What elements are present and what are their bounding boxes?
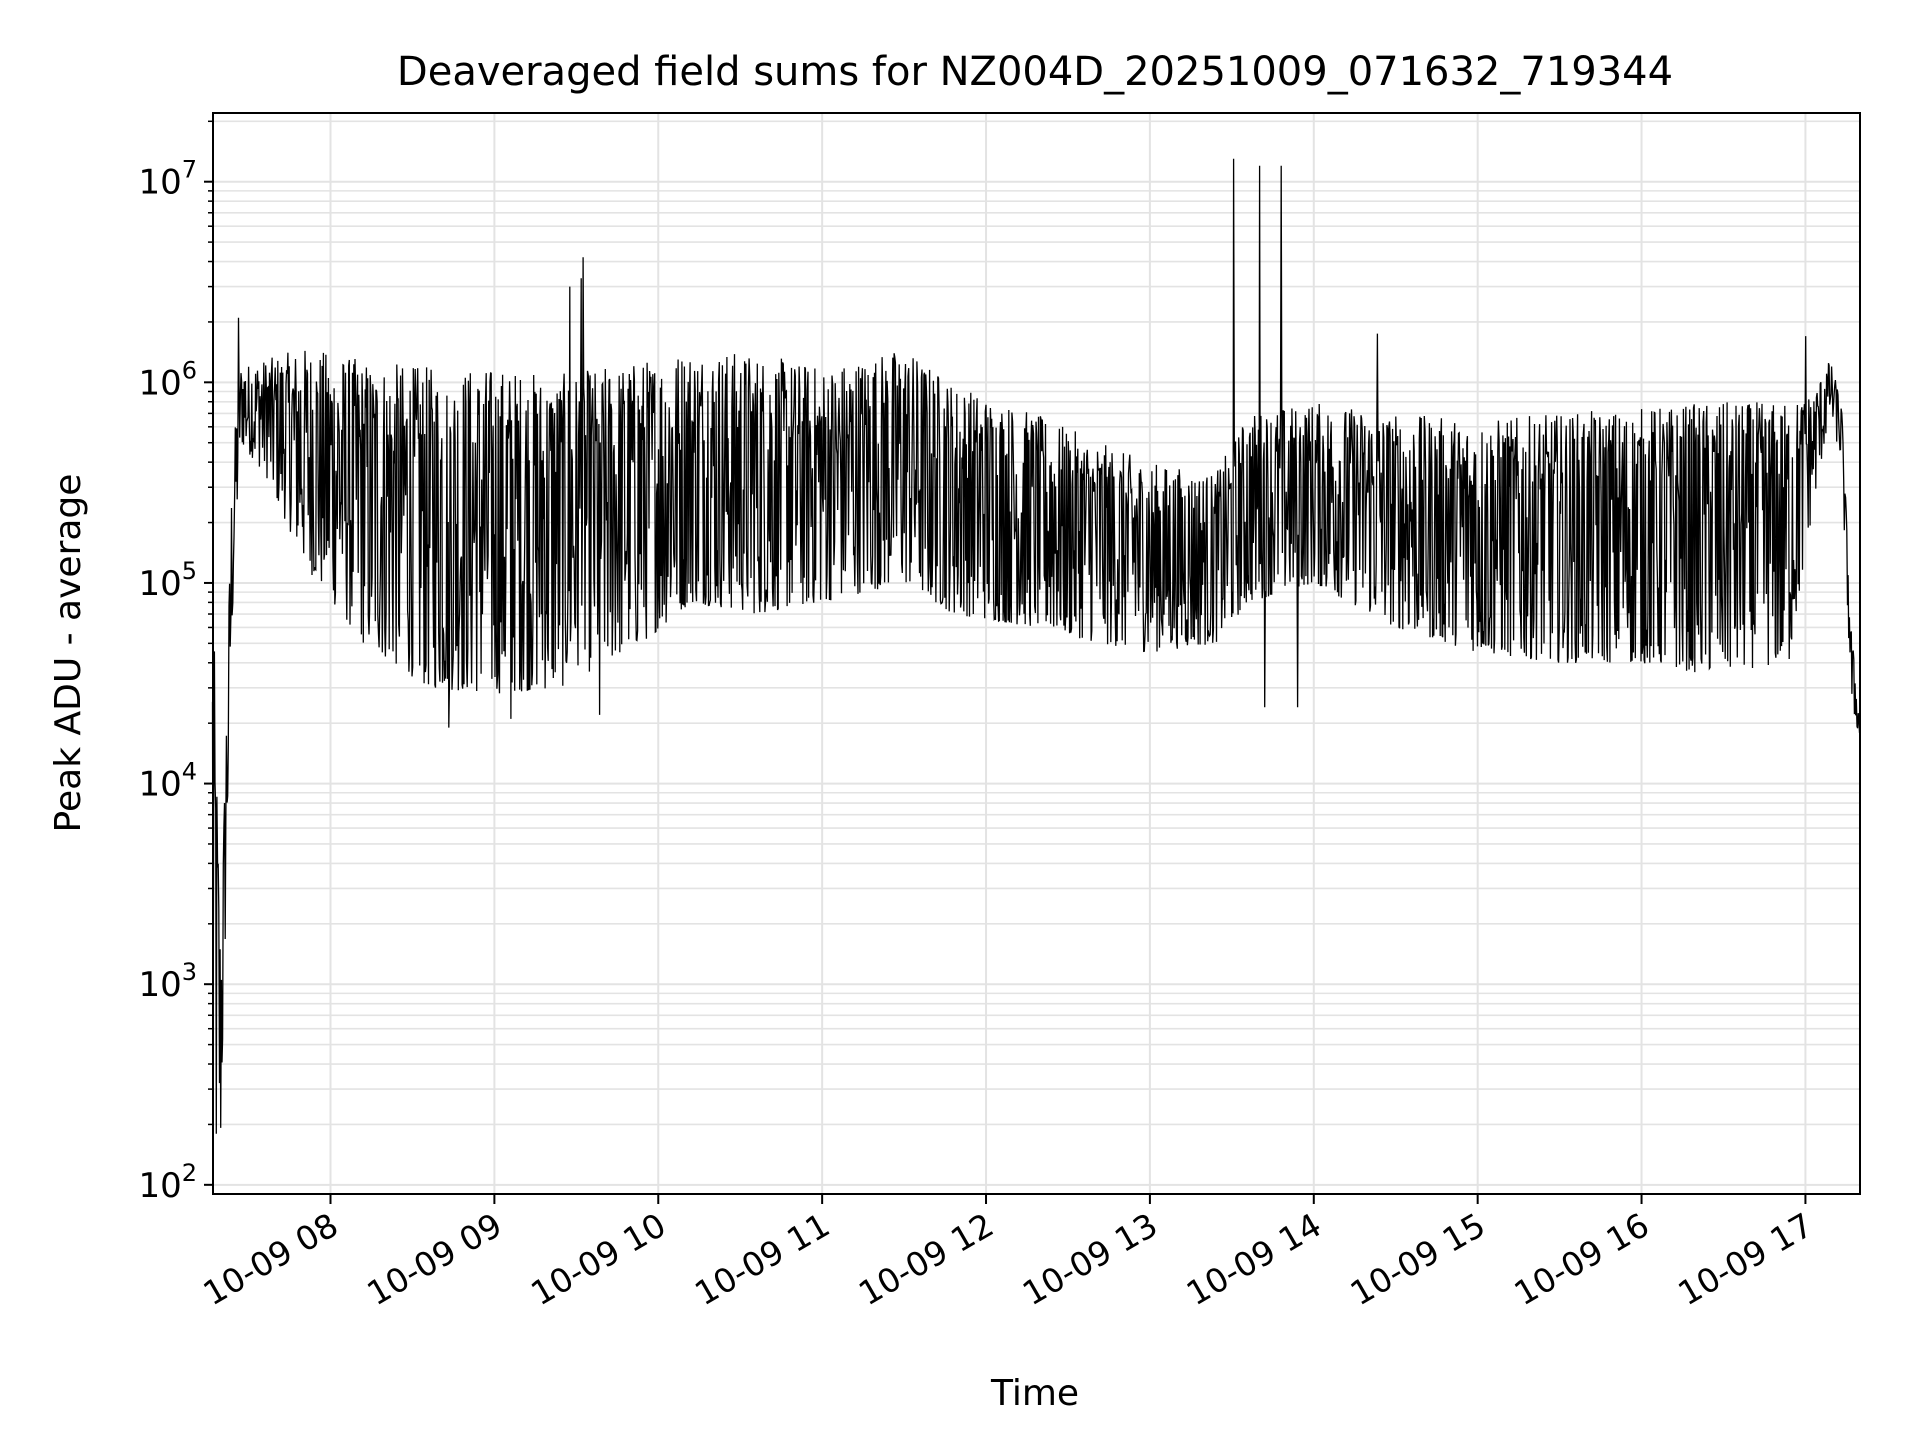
- y-axis-label: Peak ADU - average: [48, 474, 89, 833]
- x-axis-label: Time: [990, 1373, 1079, 1414]
- data-layer: [211, 158, 1861, 1134]
- y-tick-label: 105: [138, 557, 197, 604]
- y-tick-label: 107: [138, 156, 197, 203]
- plot-frame: [212, 112, 1861, 1195]
- grid-layer: [213, 113, 1860, 1194]
- chart-title: Deaveraged field sums for NZ004D_2025100…: [397, 49, 1673, 95]
- y-tick-label: 106: [138, 356, 197, 403]
- y-tick-label: 104: [138, 758, 197, 805]
- peak-adu-series-line: [211, 158, 1861, 1134]
- y-tick-label: 103: [138, 958, 197, 1005]
- y-tick-label: 102: [138, 1159, 197, 1206]
